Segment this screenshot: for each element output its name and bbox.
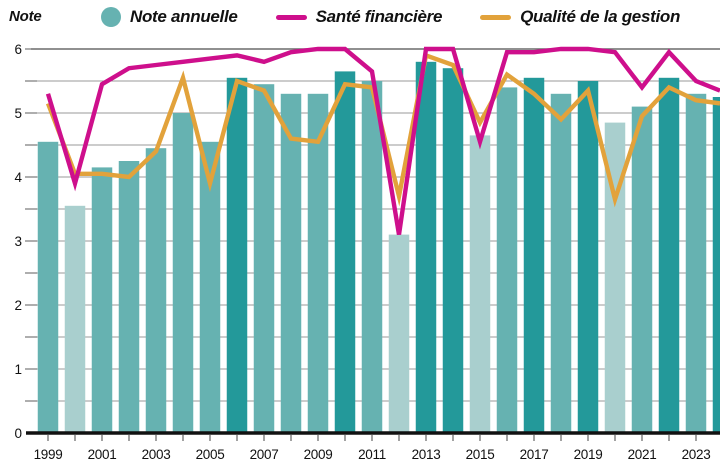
x-tick-label-2019: 2019 [574,447,603,462]
bar-2023 [685,93,707,434]
x-tick-label-2011: 2011 [358,447,386,462]
x-tick-label-2017: 2017 [520,447,549,462]
legend-item-sante-financiere: Santé financière [275,7,443,27]
legend: Note annuelle Santé financière Qualité d… [101,5,680,29]
y-tick-label: 1 [14,362,22,377]
bar-2001 [91,167,113,433]
y-axis-title: Note [9,8,42,25]
legend-label: Note annuelle [130,7,238,26]
bar-2003 [145,148,167,433]
bar-1999 [37,141,59,434]
bar-2009 [307,93,329,434]
bar-2014 [442,68,464,433]
bar-2000 [64,205,86,433]
legend-label: Santé financière [315,7,443,26]
legend-item-note-annuelle: Note annuelle [101,7,238,27]
bar-2012 [388,234,410,433]
bar-2021 [631,106,653,433]
x-tick-label-2001: 2001 [88,447,117,462]
x-tick-label-2009: 2009 [304,447,333,462]
bar-2017 [523,77,545,434]
bar-2007 [253,84,275,433]
bar-2010 [334,71,356,434]
legend-label: Qualité de la gestion [520,7,681,26]
bar-2013 [415,61,437,434]
note-annuelle-dot-icon [101,7,121,27]
x-tick-label-2007: 2007 [250,447,279,462]
bar-2002 [118,161,140,433]
legend-item-qualite-gestion: Qualité de la gestion [480,7,680,27]
sante-financiere-line [45,46,720,235]
y-tick-label: 6 [14,42,22,57]
bar-2016 [496,87,518,434]
x-tick-label-2003: 2003 [142,447,171,462]
qualite-gestion-line-icon [480,14,512,20]
x-tick-label-2015: 2015 [466,447,495,462]
bar-2006 [226,77,248,434]
bar-2020 [604,122,626,433]
x-tick-label-2023: 2023 [682,447,711,462]
x-tick-label-1999: 1999 [34,447,63,462]
x-tick-label-2013: 2013 [412,447,441,462]
bar-2011 [361,81,383,433]
x-tick-label-2005: 2005 [196,447,225,462]
bar-2008 [280,93,302,434]
y-tick-label: 5 [14,106,22,121]
bar-2022 [658,77,680,434]
y-tick-label: 3 [14,234,22,249]
y-tick-label: 0 [14,426,22,441]
bar-2004 [172,113,194,433]
bar-2019 [577,81,599,433]
y-tick-label: 4 [14,170,22,185]
y-tick-label: 2 [14,298,22,313]
bar-2015 [469,135,491,433]
bar-partial-edge [712,97,720,433]
bar-2005 [199,141,221,434]
bar-2018 [550,93,572,434]
x-tick-label-2021: 2021 [628,447,657,462]
sante-financiere-line-icon [275,14,307,20]
